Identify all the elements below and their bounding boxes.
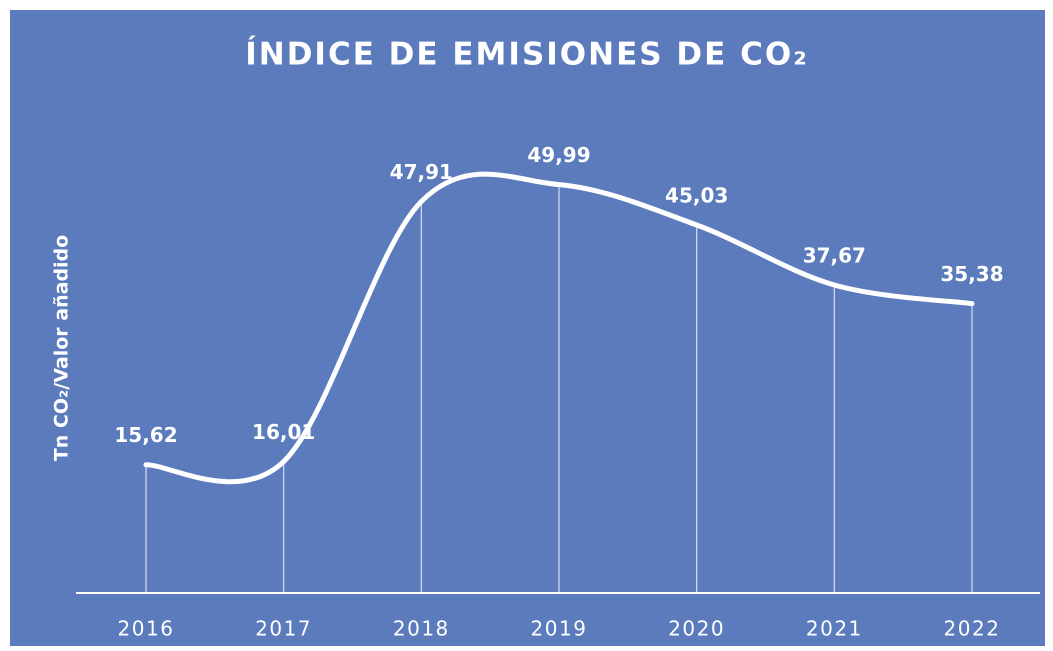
y-axis-label: Tn CO₂/Valor añadido — [51, 235, 73, 461]
data-label: 15,62 — [114, 423, 177, 447]
x-tick-label: 2016 — [118, 617, 175, 641]
chart-title: ÍNDICE DE EMISIONES DE CO₂ — [245, 37, 809, 73]
data-label: 45,03 — [665, 184, 728, 208]
x-tick-label: 2019 — [531, 617, 588, 641]
x-tick-label: 2018 — [393, 617, 450, 641]
chart-background — [10, 10, 1045, 646]
data-label: 49,99 — [527, 143, 590, 167]
x-tick-label: 2022 — [944, 617, 1001, 641]
x-tick-label: 2020 — [668, 617, 725, 641]
line-series — [143, 171, 975, 485]
data-label: 35,38 — [940, 262, 1003, 286]
x-tick-label: 2021 — [806, 617, 863, 641]
x-tick-label: 2017 — [255, 617, 312, 641]
data-label: 37,67 — [803, 243, 866, 267]
data-label: 16,01 — [252, 420, 315, 444]
data-label: 47,91 — [390, 160, 453, 184]
